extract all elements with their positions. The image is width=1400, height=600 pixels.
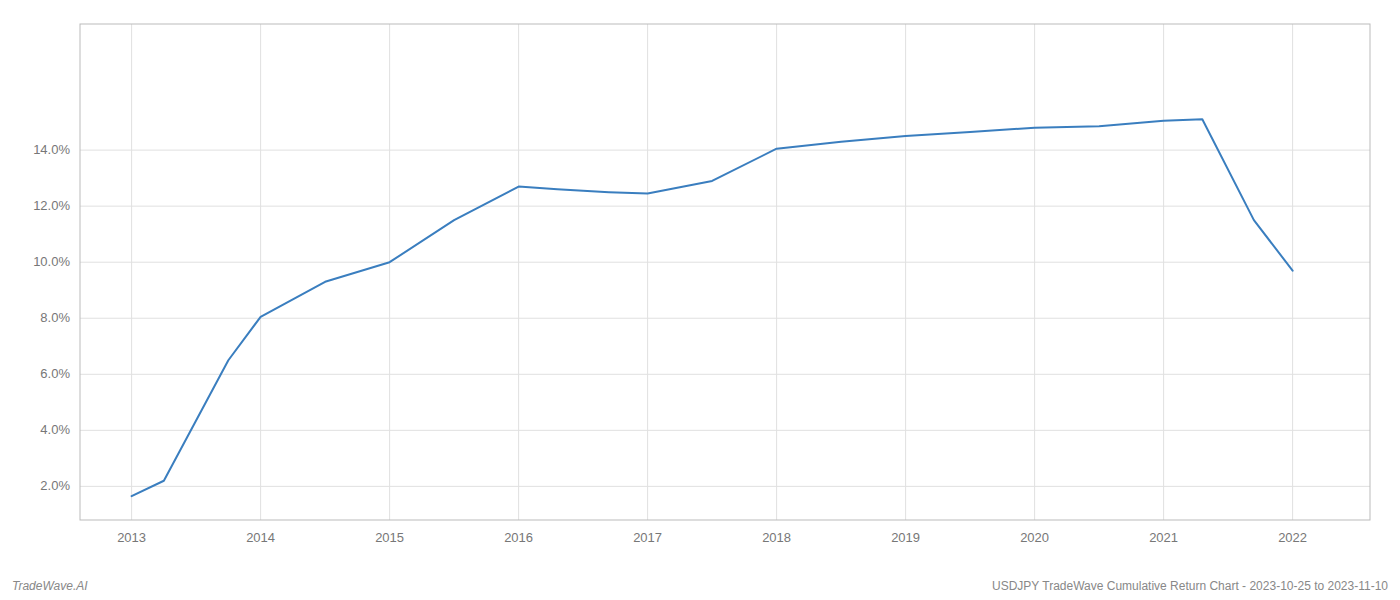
x-grid-line — [389, 24, 390, 520]
plot-frame — [80, 24, 1370, 520]
x-grid-line — [260, 24, 261, 520]
axes: 2.0% 4.0% 6.0% 8.0% 10.0% 12.0% 14.0% 2013 2014 2… — [33, 24, 1370, 545]
background — [0, 0, 1400, 600]
x-tick-label: 2019 — [891, 530, 920, 545]
x-tick-label: 2022 — [1278, 530, 1307, 545]
x-tick-label: 2017 — [633, 530, 662, 545]
footer: TradeWave.AI USDJPY TradeWave Cumulative … — [12, 579, 1388, 593]
x-grid-line — [518, 24, 519, 520]
x-tick-label: 2018 — [762, 530, 791, 545]
y-grid-line — [80, 374, 1370, 375]
y-grid-line — [80, 430, 1370, 431]
y-grid-line — [80, 262, 1370, 263]
x-grid-line — [905, 24, 906, 520]
x-tick-label: 2016 — [504, 530, 533, 545]
grid — [80, 24, 1370, 520]
x-grid-line — [1292, 24, 1293, 520]
y-tick-label: 6.0% — [40, 366, 70, 381]
y-tick-label: 12.0% — [33, 198, 70, 213]
line — [132, 119, 1293, 496]
x-grid-line — [647, 24, 648, 520]
y-grid-line — [80, 150, 1370, 151]
footer-right: USDJPY TradeWave Cumulative Return Chart… — [992, 579, 1388, 593]
series-group — [132, 119, 1293, 496]
y-tick-label: 8.0% — [40, 310, 70, 325]
x-grid-line — [776, 24, 777, 520]
x-tick-label: 2013 — [117, 530, 146, 545]
chart: 2.0% 4.0% 6.0% 8.0% 10.0% 12.0% 14.0% 2013 2014 2… — [0, 0, 1400, 600]
x-tick-label: 2014 — [246, 530, 275, 545]
x-grid-line — [131, 24, 132, 520]
x-tick-label: 2020 — [1020, 530, 1049, 545]
y-tick-label: 2.0% — [40, 478, 70, 493]
y-tick-label: 10.0% — [33, 254, 70, 269]
y-tick-label: 14.0% — [33, 142, 70, 157]
footer-left: TradeWave.AI — [12, 579, 88, 593]
x-tick-label: 2021 — [1149, 530, 1178, 545]
x-grid-line — [1163, 24, 1164, 520]
x-grid-line — [1034, 24, 1035, 520]
y-grid-line — [80, 318, 1370, 319]
y-tick-label: 4.0% — [40, 422, 70, 437]
x-tick-label: 2015 — [375, 530, 404, 545]
y-grid-line — [80, 486, 1370, 487]
y-grid-line — [80, 206, 1370, 207]
